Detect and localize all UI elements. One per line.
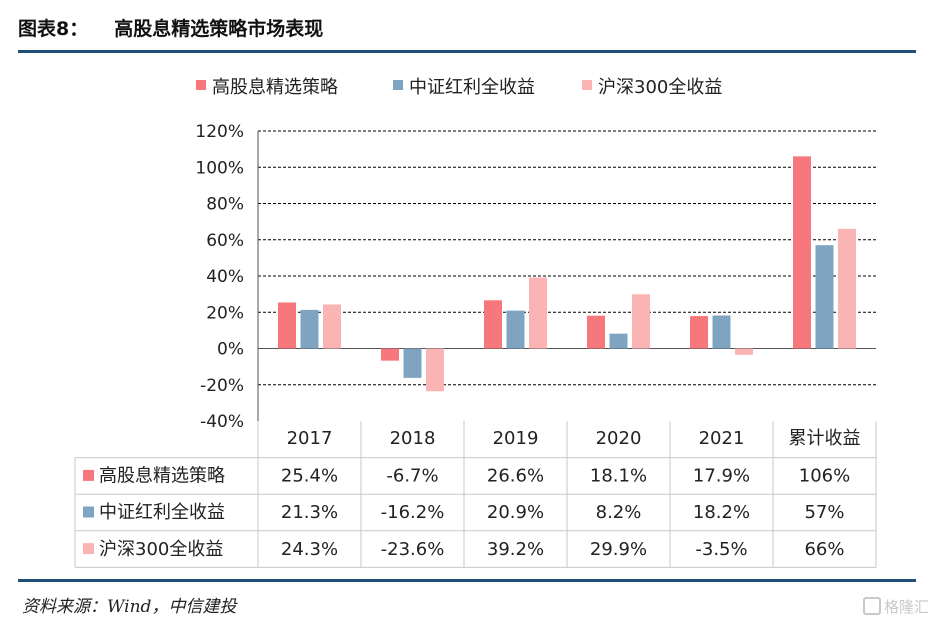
- data-label: 25.4%: [281, 466, 338, 487]
- bar-3-2018: [426, 348, 444, 392]
- watermark-logo-icon: [862, 597, 881, 615]
- data-label: 18.2%: [693, 502, 750, 523]
- figure-title-text: 高股息精选策略市场表现: [114, 18, 324, 40]
- table-swatch-1: [83, 469, 94, 481]
- table-swatch-3: [83, 543, 94, 555]
- y-tick-label: -20%: [200, 376, 244, 396]
- table-swatch-2: [83, 506, 94, 518]
- data-label: 29.9%: [590, 539, 647, 560]
- data-label: 20.9%: [487, 502, 544, 523]
- bar-2-2019: [506, 310, 525, 349]
- category-label: 累计收益: [789, 428, 861, 449]
- y-tick-label: 0%: [217, 340, 244, 360]
- legend-swatch-2: [393, 80, 403, 90]
- table-series-name: 高股息精选策略: [99, 466, 225, 487]
- y-tick-label: -40%: [200, 412, 244, 432]
- legend-label-2: 中证红利全收益: [409, 77, 535, 98]
- data-label: -3.5%: [695, 539, 747, 560]
- figure-number: 图表8：: [18, 18, 89, 40]
- legend-swatch-3: [582, 80, 592, 90]
- bar-2-2017: [300, 309, 319, 349]
- data-label: 17.9%: [693, 466, 750, 487]
- category-label: 2018: [390, 428, 436, 449]
- legend-label-1: 高股息精选策略: [212, 77, 338, 98]
- bar-1-累计收益: [793, 156, 811, 349]
- bar-1-2018: [381, 348, 399, 361]
- bar-3-2019: [529, 277, 547, 349]
- bar-1-2021: [690, 316, 708, 349]
- y-tick-label: 40%: [206, 267, 244, 287]
- category-label: 2021: [699, 428, 745, 449]
- data-label: 18.1%: [590, 466, 647, 487]
- data-label: -6.7%: [386, 466, 438, 487]
- data-label: 24.3%: [281, 539, 338, 560]
- legend-swatch-1: [196, 80, 206, 90]
- data-label: 8.2%: [596, 502, 642, 523]
- bar-2-累计收益: [815, 245, 834, 349]
- figure-title: 图表8： 高股息精选策略市场表现: [18, 14, 323, 41]
- bar-3-2021: [735, 348, 753, 355]
- y-tick-label: 20%: [206, 303, 244, 323]
- data-label: -23.6%: [381, 539, 445, 560]
- bar-1-2017: [278, 302, 296, 349]
- title-rule: [18, 50, 916, 53]
- data-label: 66%: [804, 539, 844, 560]
- bar-1-2020: [587, 315, 605, 349]
- y-tick-label: 60%: [206, 231, 244, 251]
- data-label: -16.2%: [381, 502, 445, 523]
- y-tick-label: 120%: [195, 122, 244, 142]
- y-tick-label: 100%: [195, 158, 244, 178]
- data-label: 21.3%: [281, 502, 338, 523]
- category-label: 2020: [596, 428, 642, 449]
- legend-label-3: 沪深300全收益: [598, 77, 722, 98]
- bar-3-2017: [323, 304, 341, 349]
- category-label: 2019: [493, 428, 539, 449]
- category-label: 2017: [287, 428, 333, 449]
- bar-2-2018: [403, 348, 422, 378]
- data-label: 39.2%: [487, 539, 544, 560]
- data-label: 57%: [804, 502, 844, 523]
- bar-3-累计收益: [838, 228, 856, 349]
- bar-1-2019: [484, 300, 502, 349]
- watermark: 格隆汇: [862, 596, 929, 617]
- bar-2-2021: [712, 315, 731, 349]
- bar-3-2020: [632, 294, 650, 349]
- bar-2-2020: [609, 333, 628, 349]
- y-tick-label: 80%: [206, 195, 244, 215]
- source-note: 资料来源：Wind，中信建投: [22, 597, 237, 617]
- table-series-name: 沪深300全收益: [99, 539, 223, 560]
- table-series-name: 中证红利全收益: [99, 502, 225, 523]
- data-label: 106%: [799, 466, 850, 487]
- watermark-text: 格隆汇: [883, 598, 929, 616]
- data-label: 26.6%: [487, 466, 544, 487]
- footer-rule: [18, 579, 916, 582]
